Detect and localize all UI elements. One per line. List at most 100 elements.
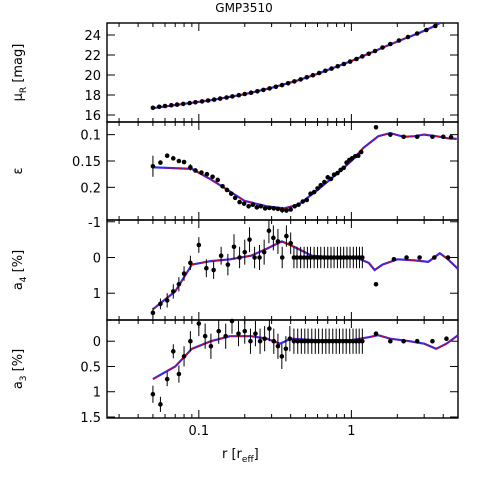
data-point <box>208 343 214 349</box>
data-point <box>176 158 182 164</box>
data-point <box>388 132 393 137</box>
data-point <box>445 255 451 260</box>
data-point <box>275 206 281 212</box>
data-point <box>310 72 316 78</box>
data-point <box>164 376 170 382</box>
data-point <box>330 338 336 344</box>
data-point <box>320 338 325 344</box>
data-point <box>396 38 402 43</box>
data-point <box>350 338 356 344</box>
y-axis-label: a4 [%] <box>11 250 29 290</box>
data-point <box>271 235 276 241</box>
y-tick-label: 0.15 <box>72 155 101 170</box>
data-point <box>444 336 449 341</box>
data-point <box>335 64 341 69</box>
data-point <box>196 242 202 248</box>
y-tick-label: 22 <box>84 49 101 64</box>
data-point <box>271 206 277 211</box>
data-point <box>298 255 303 260</box>
data-point <box>302 338 308 344</box>
data-point <box>360 338 365 344</box>
data-point <box>266 228 272 234</box>
data-point <box>315 255 320 260</box>
data-point <box>312 338 318 344</box>
data-point <box>341 165 346 171</box>
data-point <box>180 101 186 107</box>
data-point <box>193 168 198 173</box>
data-point <box>220 183 225 189</box>
data-point <box>217 96 223 101</box>
y-tick-label: 18 <box>84 89 101 104</box>
data-point <box>242 328 248 334</box>
data-point <box>284 233 289 239</box>
data-point <box>267 86 272 91</box>
y-axis-label: a3 [%] <box>11 349 29 389</box>
data-point <box>337 338 342 344</box>
data-point <box>322 255 327 260</box>
data-point <box>188 260 193 266</box>
data-point <box>414 338 420 344</box>
data-point <box>360 54 365 59</box>
data-point <box>199 99 205 104</box>
data-point <box>326 338 332 344</box>
data-point <box>228 191 234 196</box>
data-point <box>355 153 361 159</box>
data-point <box>305 338 311 344</box>
data-point <box>199 170 204 175</box>
data-point <box>176 371 182 377</box>
y-tick-label: 0.2 <box>80 181 101 196</box>
data-point <box>218 253 224 259</box>
data-point <box>333 338 339 344</box>
data-point <box>236 331 241 336</box>
y-tick-label: 0 <box>93 252 101 267</box>
data-point <box>242 91 248 97</box>
y-tick-label: 24 <box>84 29 101 44</box>
data-point <box>283 346 289 352</box>
data-point <box>229 318 235 324</box>
data-point <box>366 51 372 57</box>
data-point <box>247 237 252 242</box>
data-point <box>204 265 209 271</box>
y-axis-label: μR [mag] <box>11 44 29 102</box>
data-point <box>323 338 329 344</box>
data-point <box>298 77 303 82</box>
data-point <box>250 202 256 208</box>
data-point <box>373 124 379 130</box>
data-point <box>162 103 168 109</box>
data-point <box>287 336 293 341</box>
data-point <box>308 255 313 260</box>
data-point <box>373 281 379 287</box>
data-point <box>391 256 397 262</box>
y-axis-label: ε <box>11 167 26 174</box>
data-point <box>318 182 324 188</box>
data-point <box>257 255 262 260</box>
data-point <box>358 149 364 155</box>
data-point <box>279 255 285 260</box>
data-point <box>158 160 163 165</box>
panel-frame <box>106 319 459 419</box>
data-point <box>241 201 247 206</box>
data-point <box>401 338 406 344</box>
data-point <box>158 301 163 307</box>
y-tick-label: 0 <box>93 335 101 350</box>
data-point <box>181 159 187 165</box>
data-point <box>341 61 347 67</box>
panel-ellipticity: 0.1 0.15 0.2 ε <box>11 121 459 221</box>
data-point <box>343 338 349 344</box>
y-tick-label: -1 <box>88 216 101 231</box>
data-point <box>261 87 266 93</box>
data-point <box>347 255 353 260</box>
y-tick-label: 1.5 <box>80 411 101 426</box>
data-point <box>223 333 228 339</box>
data-point <box>231 244 237 250</box>
data-point <box>267 205 272 211</box>
data-point <box>237 255 242 260</box>
y-tick-label: 0.5 <box>80 360 101 375</box>
panel-a3: 0 0.5 1 1.5 0.1 1 a3 [%] <box>11 318 459 439</box>
data-point <box>417 255 422 260</box>
data-point <box>211 97 217 102</box>
data-point <box>258 204 264 209</box>
data-point <box>323 68 328 74</box>
data-point <box>193 100 198 105</box>
data-point <box>252 255 257 260</box>
